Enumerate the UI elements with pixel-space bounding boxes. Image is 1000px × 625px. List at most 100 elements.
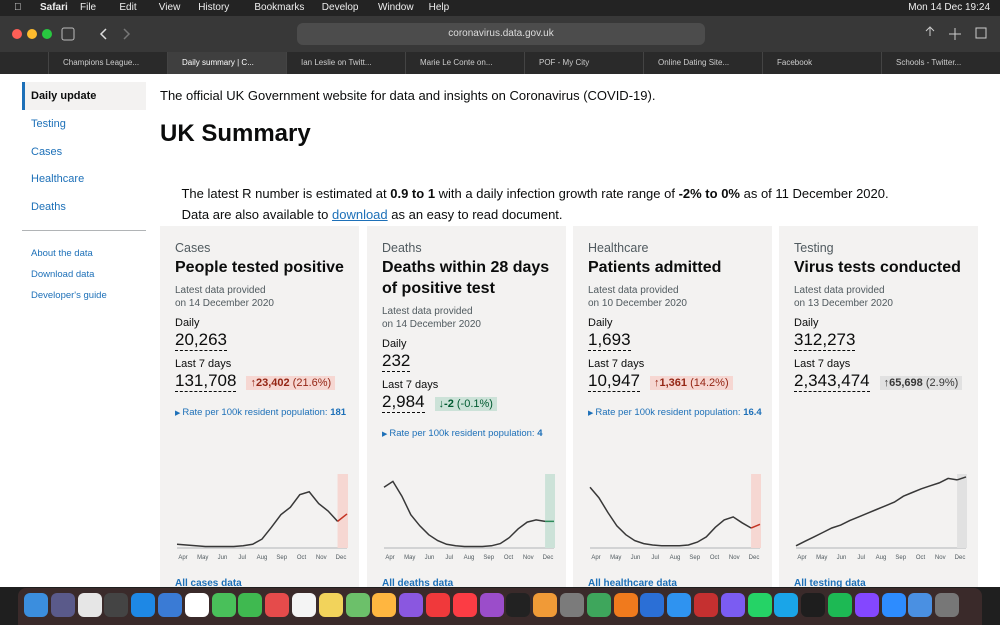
dock-icon[interactable] (881, 593, 906, 617)
dock-icon[interactable] (318, 593, 343, 617)
dock-icon[interactable] (694, 593, 718, 617)
tab[interactable]: Online Dating Site... (643, 52, 762, 74)
menu-item[interactable]: History (198, 2, 230, 13)
month-label: Dec (543, 555, 554, 561)
sidebar-link[interactable]: Developer's guide (31, 290, 107, 301)
menu-item[interactable]: Bookmarks (254, 2, 305, 13)
nav-item[interactable]: Healthcare (31, 173, 85, 186)
change-badge: ↑1,361 (14.2%) (650, 376, 733, 390)
new-tab-button[interactable] (949, 28, 961, 40)
dock-icon[interactable] (854, 593, 879, 617)
dock-icon[interactable] (372, 593, 397, 617)
minimize-button[interactable] (27, 29, 37, 39)
share-button[interactable] (925, 26, 935, 36)
dock-icon[interactable] (613, 593, 638, 617)
nav-item[interactable]: Daily update (22, 82, 146, 110)
all-data-link[interactable]: All cases data (175, 578, 242, 587)
menu-item[interactable]: Develop (321, 2, 359, 13)
dock-icon[interactable] (184, 593, 209, 617)
month-label: Jul (651, 555, 659, 561)
daily-label: Daily (588, 317, 613, 329)
dock-icon[interactable] (399, 593, 424, 617)
dock-icon[interactable] (586, 593, 611, 617)
menu-item[interactable]: View (158, 2, 181, 13)
card-body: Cases People tested positive Latest data p… (175, 241, 350, 423)
tab[interactable]: Schools - Twitter... (881, 52, 1000, 74)
dock-icon[interactable] (77, 593, 102, 617)
nav-item[interactable]: Deaths (31, 201, 66, 214)
rate-marker: ▶ (175, 410, 183, 417)
nav-item[interactable]: Cases (31, 145, 63, 158)
tab[interactable]: Champions League... (48, 52, 167, 74)
app-menu[interactable]: Safari (40, 2, 68, 13)
tab[interactable]: Daily summary | C... (167, 52, 286, 74)
latest-label: Latest data provided (382, 306, 473, 317)
change-badge: ↓-2 (-0.1%) (434, 397, 497, 411)
dock-icon[interactable] (774, 593, 799, 617)
dock-icon[interactable] (560, 593, 584, 617)
apple-logo[interactable]:  (14, 2, 22, 13)
sparkline: Apr May Jun Jul Aug Sep Oct Nov Dec (795, 474, 967, 561)
tab[interactable]: POF - My City (524, 52, 643, 74)
dock-icon[interactable] (104, 593, 129, 617)
dock-icon[interactable] (211, 593, 236, 617)
sidebar-link[interactable]: Download data (31, 269, 95, 280)
dock-icon[interactable] (720, 593, 745, 617)
dock-icon[interactable] (506, 593, 531, 617)
dock-icon[interactable] (801, 593, 826, 617)
dock-icon[interactable] (747, 593, 772, 617)
dock-icon[interactable] (828, 593, 852, 617)
back-button[interactable] (99, 28, 107, 40)
menu-item[interactable]: Edit (119, 2, 137, 13)
forward-button[interactable] (123, 28, 131, 40)
tab[interactable]: Facebook (762, 52, 881, 74)
trend-line (589, 486, 752, 547)
month-label: Apr (385, 555, 394, 561)
month-label: Nov (523, 555, 534, 561)
dock-icon[interactable] (533, 593, 558, 617)
dock-icon[interactable] (667, 593, 692, 617)
dock-icon[interactable] (131, 593, 156, 617)
week-row: 2,343,474 ↑65,698 (2.9%) (794, 370, 969, 392)
zoom-button[interactable] (42, 29, 52, 39)
tab[interactable]: Marie Le Conte on... (405, 52, 524, 74)
close-button[interactable] (12, 29, 22, 39)
rate[interactable]: ▶ Rate per 100k resident population: 4 (382, 425, 557, 444)
latest-date-value: on 13 December 2020 (794, 298, 893, 309)
menu-item[interactable]: File (80, 2, 97, 13)
dock-icon[interactable] (452, 593, 477, 617)
dock-icon[interactable] (426, 593, 450, 617)
rate[interactable]: ▶ Rate per 100k resident population: 181 (175, 404, 350, 423)
dock-icon[interactable] (158, 593, 182, 617)
dock-icon[interactable] (935, 593, 960, 617)
tabs-button[interactable] (975, 27, 987, 39)
tab[interactable]: Ian Leslie on Twitt... (286, 52, 405, 74)
dock-icon[interactable] (908, 593, 933, 617)
sidebar-button[interactable] (61, 27, 75, 41)
rate[interactable]: ▶ Rate per 100k resident population: 16.… (588, 404, 763, 423)
card-category: Healthcare (588, 241, 649, 255)
address-bar[interactable]: coronavirus.data.gov.uk (297, 23, 705, 45)
dock-icon[interactable] (265, 593, 290, 617)
dock-icon[interactable] (24, 593, 48, 617)
all-data-link[interactable]: All healthcare data (588, 578, 677, 587)
latest-date: Latest data provided on 13 December 2020 (794, 284, 969, 310)
month-label: Oct (710, 555, 720, 561)
all-data-link[interactable]: All deaths data (382, 578, 454, 587)
web-page: Daily update Testing Cases Healthcare Deaths… (0, 74, 1000, 587)
dock-icon[interactable] (640, 593, 665, 617)
rate-value: 4 (537, 428, 543, 439)
download-link[interactable]: download (331, 207, 388, 222)
menu-item[interactable]: Help (428, 2, 450, 13)
dock-icon[interactable] (292, 593, 316, 617)
daily-label: Daily (382, 338, 407, 350)
daily-value: 20,263 (175, 330, 227, 351)
dock-icon[interactable] (238, 593, 263, 617)
all-data-link[interactable]: All testing data (794, 578, 866, 587)
sidebar-link[interactable]: About the data (31, 248, 93, 259)
dock-icon[interactable] (479, 593, 504, 617)
nav-item[interactable]: Testing (31, 117, 66, 130)
dock-icon[interactable] (50, 593, 75, 617)
dock-icon[interactable] (345, 593, 370, 617)
menu-item[interactable]: Window (378, 2, 414, 13)
